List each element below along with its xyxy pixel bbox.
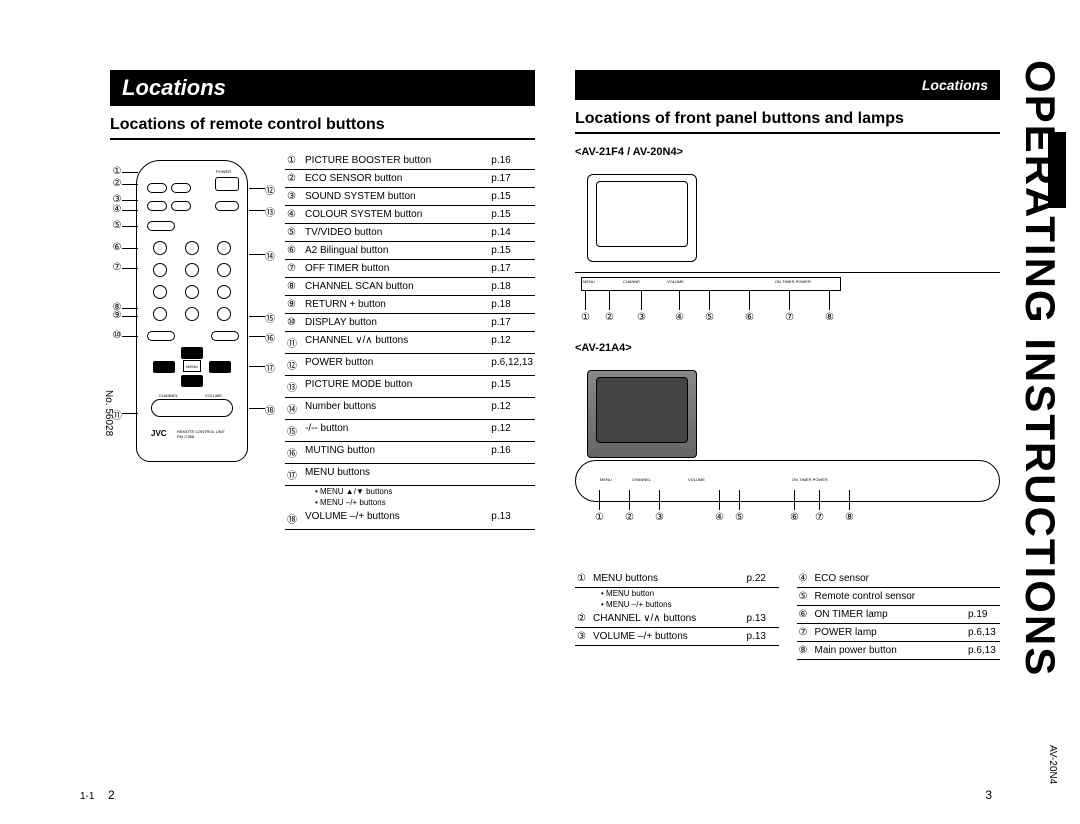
tv-diagram-1: MENU CHANNE VOLUME ON TIMER POWER ①②③④⑤⑥… xyxy=(575,164,1000,334)
list-item: ④ECO sensor xyxy=(797,570,1001,588)
title-bar-right: Locations xyxy=(575,70,1000,100)
panel-callout: ⑤ xyxy=(705,312,714,323)
panel-callout: ⑧ xyxy=(845,512,854,523)
tv-diagram-2: MENU CHANNEL VOLUME ON TIMER POWER ①②③④⑤… xyxy=(575,360,1000,538)
list-item: ⑭Number buttonsp.12 xyxy=(285,398,535,420)
left-subtitle: Locations of remote control buttons xyxy=(110,116,535,140)
panel-callout: ⑥ xyxy=(745,312,754,323)
remote-callout-right: ⑮ xyxy=(263,310,277,325)
panel-callout: ④ xyxy=(675,312,684,323)
list-item: ⑥ON TIMER lampp.19 xyxy=(797,606,1001,624)
list-item: ①PICTURE BOOSTER buttonp.16 xyxy=(285,152,535,170)
list-item: ⑧Main power buttonp.6,13 xyxy=(797,642,1001,660)
panel-callout: ① xyxy=(595,512,604,523)
remote-callout-right: ⑱ xyxy=(263,402,277,417)
list-item: ⑱VOLUME –/+ buttonsp.13 xyxy=(285,508,535,530)
panel-callout: ⑦ xyxy=(815,512,824,523)
panel-callout: ② xyxy=(625,512,634,523)
panel-callout: ② xyxy=(605,312,614,323)
list-item: ⑫POWER buttonp.6,12,13 xyxy=(285,354,535,376)
list-item: ⑪CHANNEL ∨/∧ buttonsp.12 xyxy=(285,332,535,354)
remote-callout-right: ⑯ xyxy=(263,330,277,345)
list-item: ⑤Remote control sensor xyxy=(797,588,1001,606)
list-item: ⑩DISPLAY buttonp.17 xyxy=(285,314,535,332)
remote-callout-right: ⑭ xyxy=(263,248,277,263)
remote-callout-right: ⑬ xyxy=(263,204,277,219)
right-subtitle: Locations of front panel buttons and lam… xyxy=(575,110,1000,134)
list-item: ④COLOUR SYSTEM buttonp.15 xyxy=(285,206,535,224)
remote-button-list: ①PICTURE BOOSTER buttonp.16②ECO SENSOR b… xyxy=(285,152,535,530)
panel-callout: ⑧ xyxy=(825,312,834,323)
title-bar-left: Locations xyxy=(110,70,535,106)
panel-callout: ④ xyxy=(715,512,724,523)
remote-callout-right: ⑰ xyxy=(263,360,277,375)
panel-callout: ③ xyxy=(637,312,646,323)
list-item: ⑧CHANNEL SCAN buttonp.18 xyxy=(285,278,535,296)
page-num-left: 2 xyxy=(108,788,115,802)
list-item: ⑯MUTING buttonp.16 xyxy=(285,442,535,464)
model-label-2: <AV-21A4> xyxy=(575,342,1000,354)
list-item: ②CHANNEL ∨/∧ buttonsp.13 xyxy=(575,610,779,628)
list-item: ⑰MENU buttons xyxy=(285,464,535,486)
front-panel-lists: ①MENU buttonsp.22• MENU button• MENU –/+… xyxy=(575,570,1000,660)
list-item: ③SOUND SYSTEM buttonp.15 xyxy=(285,188,535,206)
list-item: ⑦OFF TIMER buttonp.17 xyxy=(285,260,535,278)
panel-callout: ⑥ xyxy=(790,512,799,523)
right-column: Locations Locations of front panel butto… xyxy=(575,70,1000,660)
side-tab xyxy=(1048,132,1066,208)
list-item: ⑤TV/VIDEO buttonp.14 xyxy=(285,224,535,242)
page-num-small: 1-1 xyxy=(80,791,94,802)
panel-callout: ① xyxy=(581,312,590,323)
model-label-1: <AV-21F4 / AV-20N4> xyxy=(575,146,1000,158)
list-item: ⑮-/-- buttonp.12 xyxy=(285,420,535,442)
list-item: ⑬PICTURE MODE buttonp.15 xyxy=(285,376,535,398)
list-item: ⑦POWER lampp.6,13 xyxy=(797,624,1001,642)
remote-callout-right: ⑫ xyxy=(263,182,277,197)
remote-diagram: POWER xyxy=(110,152,275,530)
left-column: Locations Locations of remote control bu… xyxy=(110,70,535,660)
model-code-side: AV-20N4 xyxy=(1047,745,1058,784)
list-item: ②ECO SENSOR buttonp.17 xyxy=(285,170,535,188)
list-item: ⑨RETURN + buttonp.18 xyxy=(285,296,535,314)
panel-callout: ⑦ xyxy=(785,312,794,323)
list-item: ①MENU buttonsp.22 xyxy=(575,570,779,588)
panel-callout: ⑤ xyxy=(735,512,744,523)
panel-callout: ③ xyxy=(655,512,664,523)
list-item: ③VOLUME –/+ buttonsp.13 xyxy=(575,628,779,646)
page-num-right: 3 xyxy=(985,788,992,802)
list-item: ⑥A2 Bilingual buttonp.15 xyxy=(285,242,535,260)
remote-callout-left: ⑪ xyxy=(110,407,124,422)
